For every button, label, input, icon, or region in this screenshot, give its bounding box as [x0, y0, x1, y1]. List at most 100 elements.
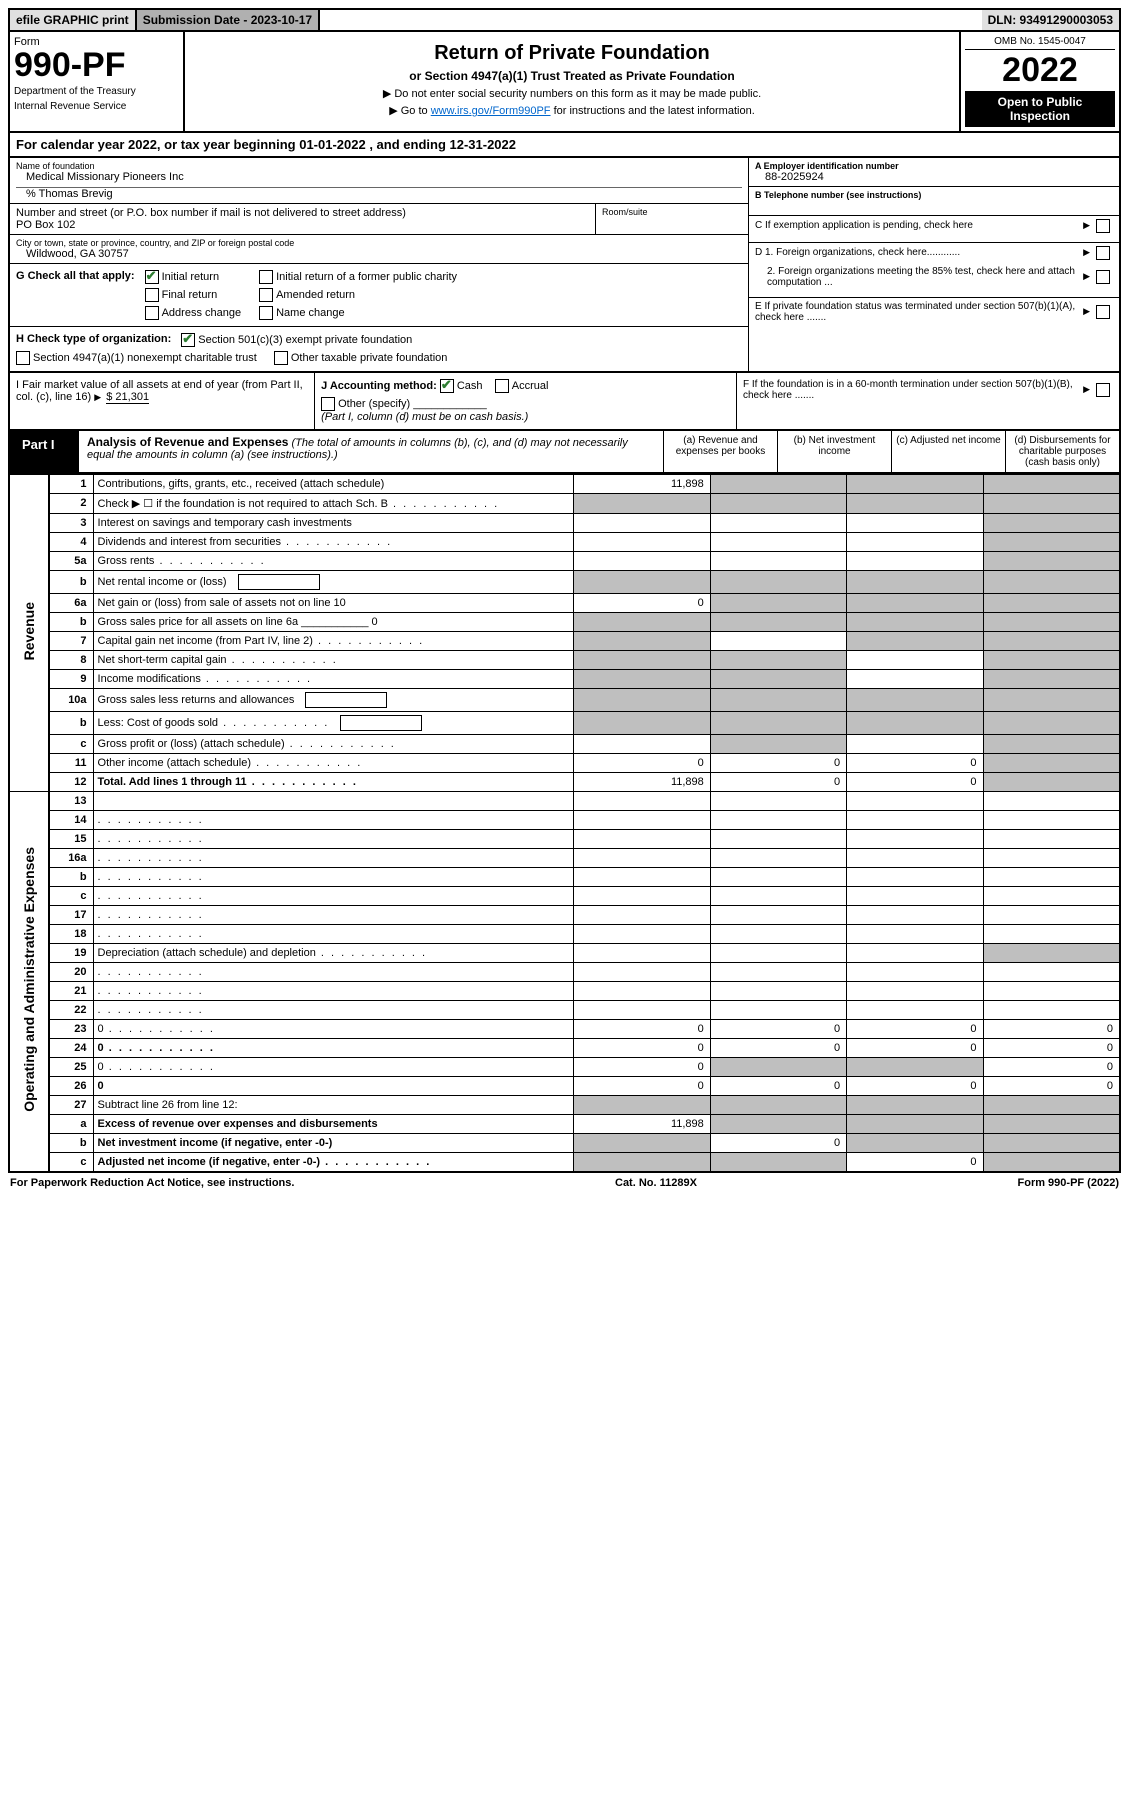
amount-cell — [710, 650, 846, 669]
checkbox-accrual[interactable] — [495, 379, 509, 393]
line-description: 0 — [93, 1038, 574, 1057]
amount-cell — [983, 551, 1120, 570]
address-label: Number and street (or P.O. box number if… — [16, 207, 589, 219]
line-number: b — [49, 711, 93, 734]
line-number: c — [49, 886, 93, 905]
amount-cell — [574, 829, 710, 848]
amount-cell: 0 — [847, 1152, 983, 1172]
checkbox-amended[interactable] — [259, 288, 273, 302]
form-title: Return of Private Foundation — [191, 42, 953, 65]
amount-cell — [574, 1152, 710, 1172]
amount-cell — [983, 810, 1120, 829]
phone-label: B Telephone number (see instructions) — [755, 190, 1113, 200]
checkbox-d2[interactable] — [1096, 270, 1110, 284]
line-number: b — [49, 612, 93, 631]
line-description — [93, 981, 574, 1000]
amount-cell — [574, 570, 710, 593]
amount-cell — [710, 513, 846, 532]
amount-cell — [574, 924, 710, 943]
amount-cell: 11,898 — [574, 1114, 710, 1133]
amount-cell — [983, 867, 1120, 886]
line-number: c — [49, 734, 93, 753]
line-description — [93, 867, 574, 886]
line-number: 26 — [49, 1076, 93, 1095]
amount-cell — [847, 612, 983, 631]
amount-cell — [983, 886, 1120, 905]
amount-cell — [983, 924, 1120, 943]
amount-cell — [710, 1095, 846, 1114]
checkbox-c[interactable] — [1096, 219, 1110, 233]
dept-treasury: Department of the Treasury — [14, 86, 179, 97]
amount-cell: 0 — [983, 1057, 1120, 1076]
amount-cell — [983, 650, 1120, 669]
amount-cell — [983, 962, 1120, 981]
checkbox-other-taxable[interactable] — [274, 351, 288, 365]
amount-cell — [710, 867, 846, 886]
amount-cell — [847, 1057, 983, 1076]
checkbox-name-change[interactable] — [259, 306, 273, 320]
amount-cell — [847, 829, 983, 848]
line-description: Other income (attach schedule) — [93, 753, 574, 772]
line-description: Subtract line 26 from line 12: — [93, 1095, 574, 1114]
amount-cell: 0 — [983, 1038, 1120, 1057]
amount-cell — [847, 848, 983, 867]
line-description — [93, 810, 574, 829]
amount-cell — [847, 493, 983, 513]
line-description: Contributions, gifts, grants, etc., rece… — [93, 474, 574, 493]
line-number: 9 — [49, 669, 93, 688]
e-label: E If private foundation status was termi… — [755, 301, 1083, 323]
line-number: 7 — [49, 631, 93, 650]
amount-cell — [574, 943, 710, 962]
amount-cell — [574, 962, 710, 981]
amount-cell — [710, 711, 846, 734]
line-number: 3 — [49, 513, 93, 532]
amount-cell — [847, 791, 983, 810]
amount-cell — [847, 688, 983, 711]
checkbox-cash[interactable] — [440, 379, 454, 393]
line-description — [93, 1000, 574, 1019]
amount-cell — [847, 474, 983, 493]
checkbox-other-method[interactable] — [321, 397, 335, 411]
line-number: 12 — [49, 772, 93, 791]
foundation-name: Medical Missionary Pioneers Inc — [16, 171, 742, 183]
checkbox-final-return[interactable] — [145, 288, 159, 302]
line-description: Gross sales less returns and allowances — [93, 688, 574, 711]
amount-cell — [983, 905, 1120, 924]
amount-cell — [847, 650, 983, 669]
amount-cell — [983, 829, 1120, 848]
amount-cell — [710, 532, 846, 551]
amount-cell — [574, 650, 710, 669]
j-note: (Part I, column (d) must be on cash basi… — [321, 411, 730, 423]
amount-cell — [847, 886, 983, 905]
checkbox-initial-return[interactable] — [145, 270, 159, 284]
line-description: 0 — [93, 1019, 574, 1038]
amount-cell — [983, 593, 1120, 612]
g-label: G Check all that apply: — [16, 270, 135, 282]
amount-cell: 0 — [847, 1076, 983, 1095]
checkbox-501c3[interactable] — [181, 333, 195, 347]
amount-cell — [574, 1095, 710, 1114]
amount-cell — [574, 981, 710, 1000]
form-subtitle: or Section 4947(a)(1) Trust Treated as P… — [191, 69, 953, 83]
checkbox-initial-former[interactable] — [259, 270, 273, 284]
amount-cell: 0 — [710, 1076, 846, 1095]
checkbox-d1[interactable] — [1096, 246, 1110, 260]
j-label: J Accounting method: — [321, 380, 437, 392]
checkbox-address-change[interactable] — [145, 306, 159, 320]
c-label: C If exemption application is pending, c… — [755, 220, 973, 231]
form-number: 990-PF — [14, 48, 179, 82]
checkbox-f[interactable] — [1096, 383, 1110, 397]
amount-cell: 0 — [710, 772, 846, 791]
amount-cell — [847, 631, 983, 650]
amount-cell: 0 — [983, 1076, 1120, 1095]
line-description — [93, 962, 574, 981]
line-description: Check ▶ ☐ if the foundation is not requi… — [93, 493, 574, 513]
amount-cell — [983, 848, 1120, 867]
line-number: 14 — [49, 810, 93, 829]
irs-link[interactable]: www.irs.gov/Form990PF — [431, 105, 551, 117]
checkbox-4947[interactable] — [16, 351, 30, 365]
amount-cell — [847, 962, 983, 981]
amount-cell — [847, 924, 983, 943]
form-header: Form 990-PF Department of the Treasury I… — [8, 32, 1121, 133]
checkbox-e[interactable] — [1096, 305, 1110, 319]
